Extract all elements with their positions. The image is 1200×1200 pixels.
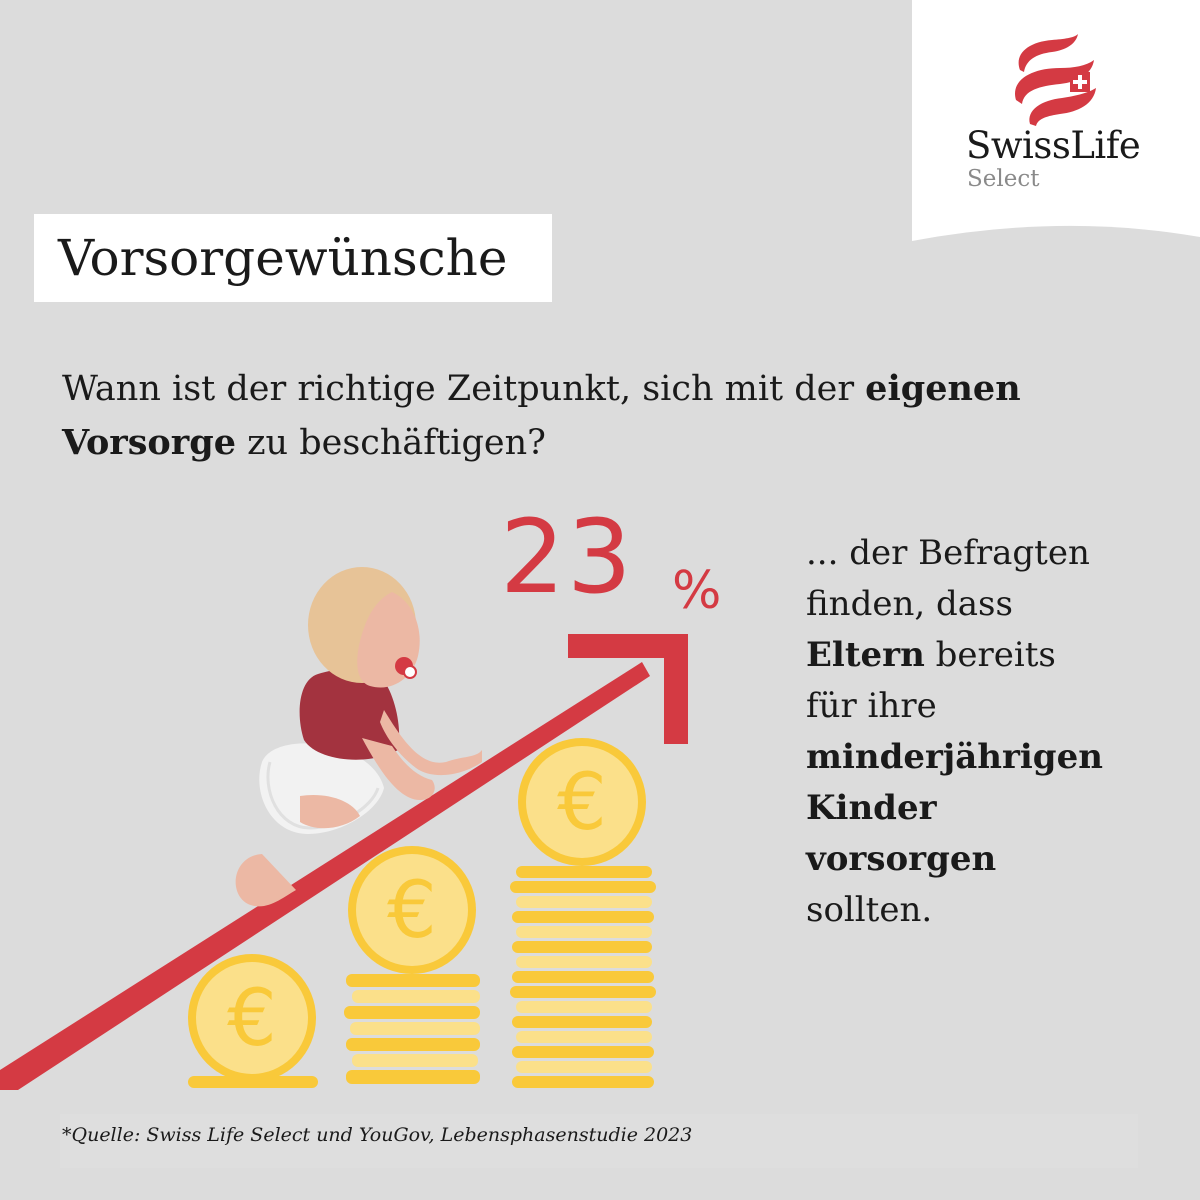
stat-line-3: Eltern bereits [806, 630, 1166, 681]
stat-line-3-rest: bereits [924, 635, 1056, 675]
stat-description: ... der Befragten finden, dass Eltern be… [806, 528, 1166, 936]
swisslife-logo-icon [1015, 34, 1096, 126]
question-text: Wann ist der richtige Zeitpunkt, sich mi… [62, 362, 1132, 470]
stat-bold-minderjaehrigen: minderjährigen [806, 737, 1103, 777]
rising-arrow-icon [0, 634, 688, 1090]
title-box: Vorsorgewünsche [34, 214, 552, 302]
stat-bold-eltern: Eltern [806, 635, 925, 675]
stat-line-2: finden, dass [806, 584, 1013, 624]
illustration: € € € [0, 567, 688, 1090]
euro-coin-icon: € [348, 846, 476, 974]
stat-percent-sign: % [672, 561, 722, 621]
question-bold: eigenen Vorsorge [62, 368, 1021, 463]
stat-line-6: Kinder [806, 783, 1166, 834]
stat-line-5: minderjährigen [806, 732, 1166, 783]
euro-coin-icon: € [518, 738, 646, 866]
svg-text:€: € [387, 866, 437, 956]
svg-text:€: € [227, 974, 277, 1064]
stat-bold-vorsorgen: vorsorgen [806, 839, 997, 879]
logo-panel-curve [912, 225, 1200, 243]
stat-line-1: ... der Befragten [806, 533, 1090, 573]
coin-stack-large: € [510, 738, 656, 1088]
stat-line-4: für ihre [806, 686, 937, 726]
baby-illustration [235, 567, 482, 907]
euro-coin-icon: € [188, 954, 316, 1082]
question-part-2: zu beschäftigen? [235, 423, 546, 463]
svg-text:€: € [557, 758, 607, 848]
stat-line-8: sollten. [806, 890, 933, 930]
coin-stack-small: € [188, 954, 318, 1088]
source-citation: *Quelle: Swiss Life Select und YouGov, L… [62, 1124, 693, 1146]
stat-bold-kinder: Kinder [806, 788, 937, 828]
brand-name: SwissLife [966, 124, 1141, 167]
stat-line-7: vorsorgen [806, 834, 1166, 885]
question-part-1: Wann ist der richtige Zeitpunkt, sich mi… [62, 369, 866, 409]
stat-number: 23 [500, 498, 634, 617]
source-bar: *Quelle: Swiss Life Select und YouGov, L… [60, 1114, 1138, 1168]
page-title: Vorsorgewünsche [58, 229, 508, 287]
coin-stack-medium: € [344, 846, 480, 1084]
brand-subtitle: Select [967, 166, 1040, 192]
